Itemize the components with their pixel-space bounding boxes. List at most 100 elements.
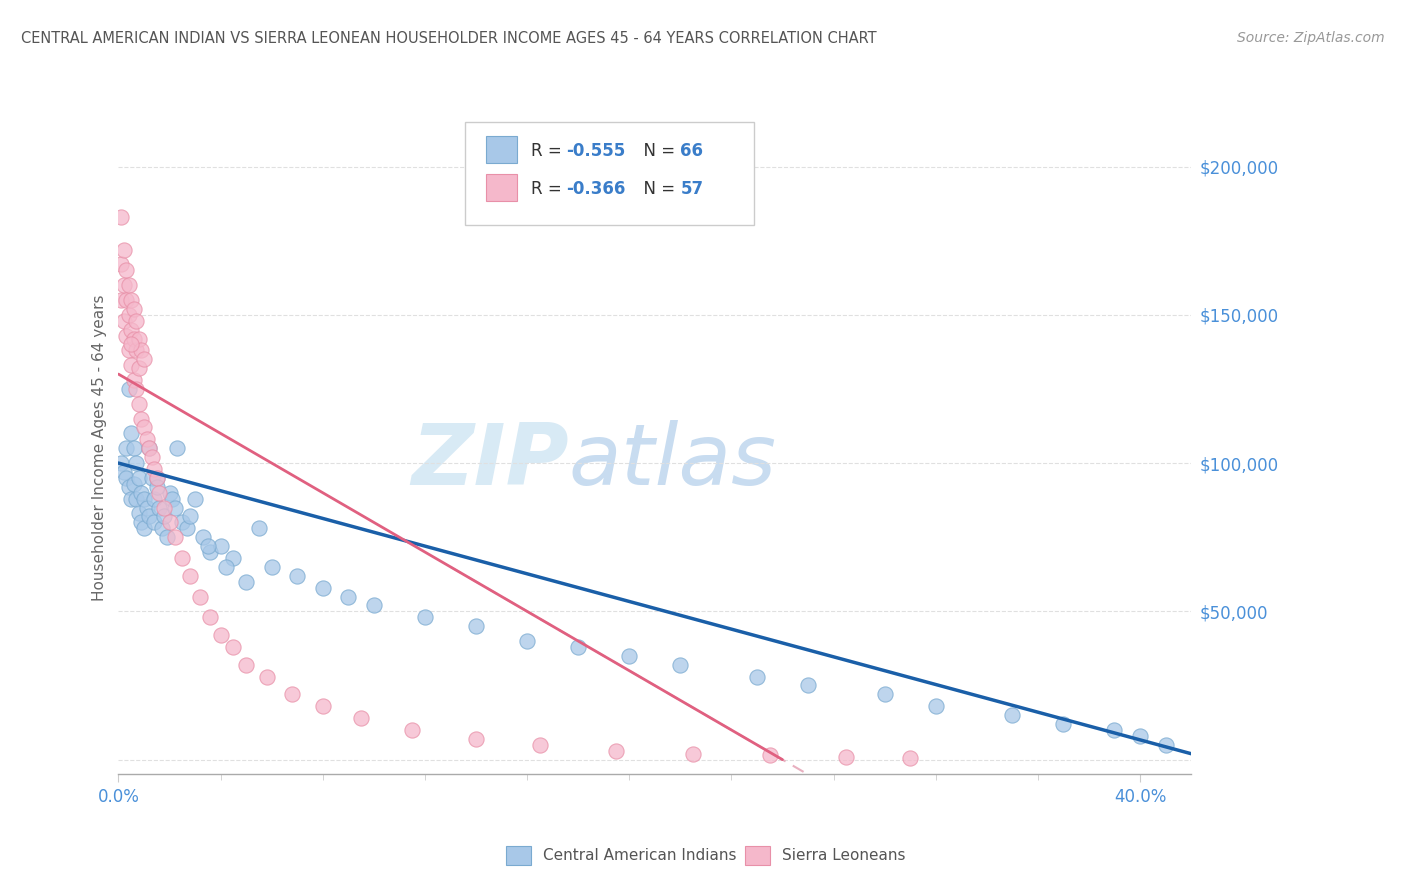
Point (118, 480, 141, 494)
Point (143, 491, 166, 506)
Point (1104, 723, 1126, 737)
Point (143, 516, 166, 530)
Point (172, 516, 194, 530)
Point (153, 509, 176, 524)
Point (285, 568, 308, 582)
Point (110, 257, 132, 271)
Point (118, 308, 141, 322)
Point (125, 314, 148, 328)
Point (131, 343, 153, 358)
Point (118, 343, 141, 358)
Point (1154, 738, 1177, 752)
Point (156, 530, 179, 544)
Point (120, 426, 142, 441)
Point (131, 485, 153, 500)
Point (115, 293, 138, 307)
Text: CENTRAL AMERICAN INDIAN VS SIERRA LEONEAN HOUSEHOLDER INCOME AGES 45 - 64 YEARS : CENTRAL AMERICAN INDIAN VS SIERRA LEONEA… (21, 31, 877, 46)
Point (122, 476, 145, 491)
Point (110, 456, 132, 470)
Point (529, 738, 551, 752)
Point (1052, 717, 1074, 731)
Point (209, 628, 232, 642)
Point (145, 471, 167, 485)
Point (115, 442, 138, 456)
Point (115, 328, 138, 343)
Point (110, 210, 132, 224)
Point (166, 442, 188, 456)
Point (159, 516, 181, 530)
Text: Central American Indians: Central American Indians (543, 848, 737, 863)
Point (758, 748, 780, 763)
Point (898, 751, 921, 765)
Point (125, 456, 148, 470)
Point (159, 485, 181, 500)
Point (143, 462, 166, 476)
Point (222, 551, 245, 566)
Point (132, 420, 155, 434)
Point (179, 568, 201, 582)
Text: -0.366: -0.366 (567, 180, 626, 198)
Point (110, 293, 132, 307)
Point (120, 358, 142, 372)
Text: N =: N = (633, 143, 681, 161)
Point (138, 442, 160, 456)
Point (209, 539, 232, 553)
Point (131, 516, 153, 530)
Point (873, 687, 896, 701)
Point (215, 559, 238, 574)
Point (160, 491, 183, 506)
Point (669, 657, 692, 672)
Point (235, 574, 257, 589)
Point (401, 723, 423, 737)
Point (197, 539, 219, 553)
Point (145, 480, 167, 494)
Point (188, 590, 211, 604)
Point (135, 433, 157, 447)
Point (413, 610, 436, 624)
Point (465, 731, 488, 746)
Point (122, 332, 145, 346)
Point (350, 711, 373, 725)
Point (619, 648, 641, 663)
Text: Sierra Leoneans: Sierra Leoneans (782, 848, 905, 863)
Point (112, 278, 135, 293)
Point (337, 590, 360, 604)
Point (363, 599, 385, 613)
Point (120, 293, 142, 307)
Point (200, 610, 222, 624)
Point (1001, 708, 1024, 723)
Point (115, 471, 138, 485)
Point (682, 747, 704, 761)
Point (141, 450, 163, 464)
Point (260, 559, 283, 574)
Point (132, 521, 155, 535)
Point (118, 382, 141, 396)
Point (191, 530, 214, 544)
Point (128, 332, 150, 346)
Point (128, 471, 150, 485)
Point (138, 442, 160, 456)
Point (797, 678, 820, 692)
Point (138, 509, 160, 524)
Point (281, 687, 304, 701)
Point (256, 670, 278, 684)
Text: R =: R = (531, 180, 568, 198)
Point (120, 337, 142, 351)
Point (122, 301, 145, 316)
Point (125, 491, 148, 506)
Point (128, 507, 150, 521)
Text: N =: N = (633, 180, 681, 198)
Point (835, 749, 858, 764)
Point (132, 491, 155, 506)
Point (135, 500, 157, 515)
Point (605, 744, 627, 758)
Point (924, 699, 946, 714)
Point (115, 263, 138, 277)
Point (172, 551, 194, 566)
Point (128, 397, 150, 411)
Point (312, 699, 335, 714)
Point (131, 411, 153, 425)
Point (1129, 729, 1152, 743)
Point (745, 670, 768, 684)
Point (125, 382, 148, 396)
